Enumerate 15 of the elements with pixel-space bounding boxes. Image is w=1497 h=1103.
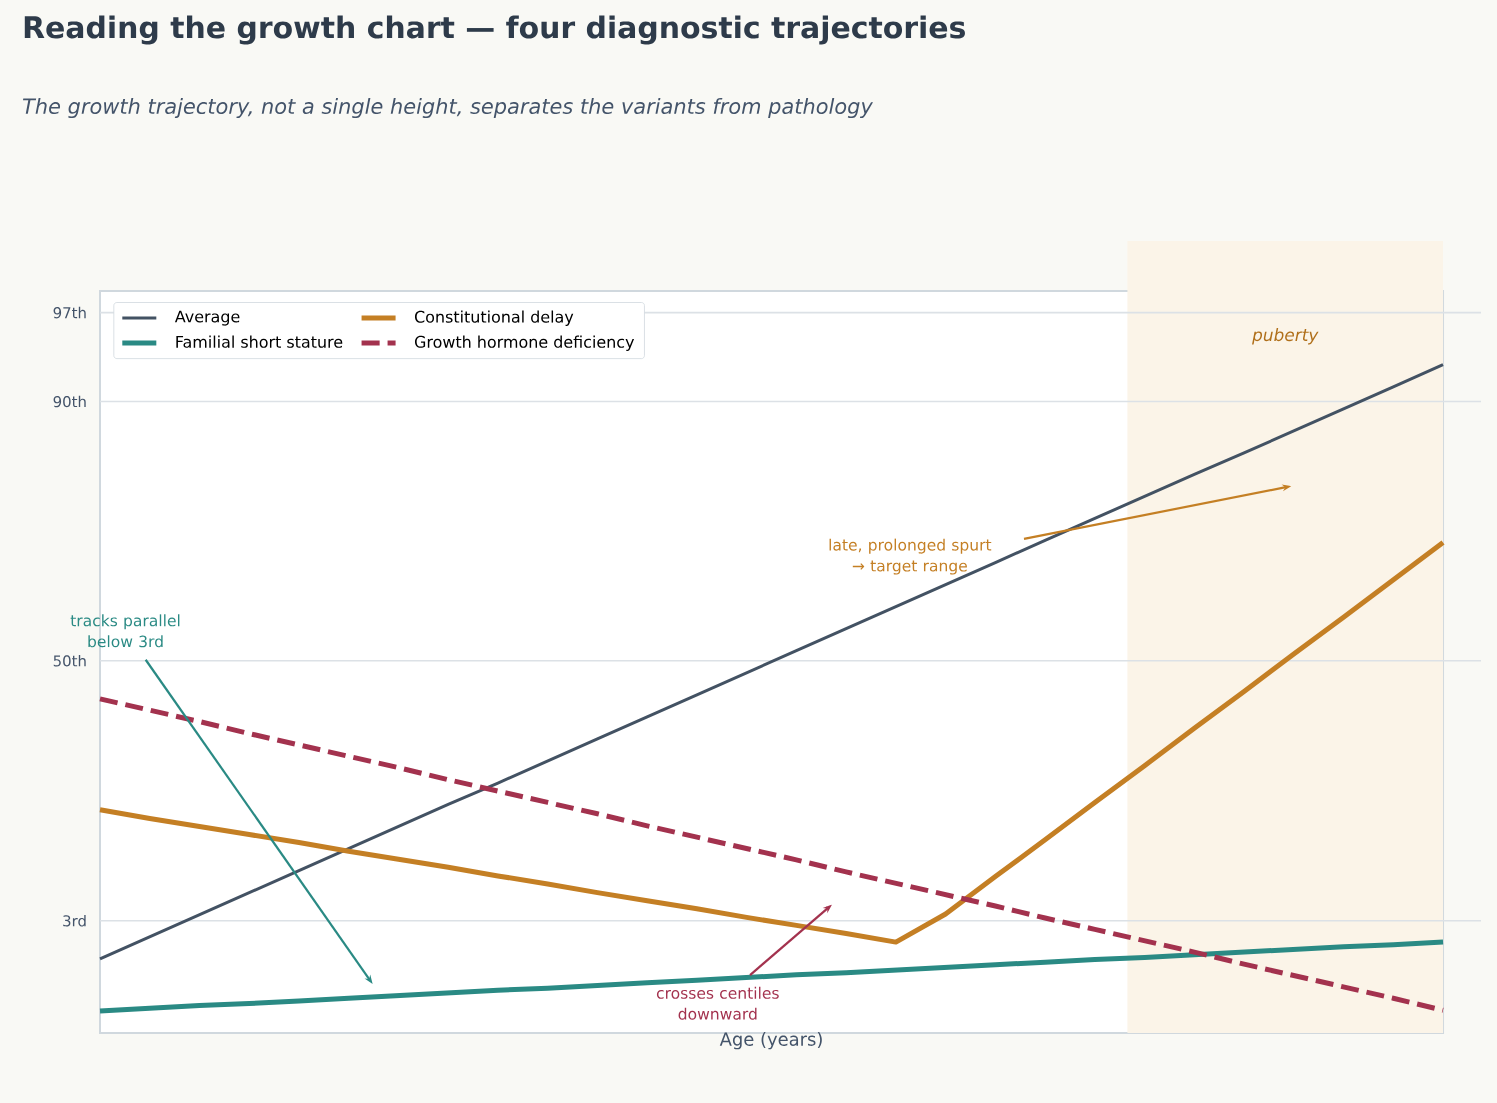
legend-label: Growth hormone deficiency	[414, 335, 635, 351]
annotation: crosses centiles downward	[656, 986, 779, 1020]
chart-title: Reading the growth chart — four diagnostic trajectories	[24, 15, 965, 45]
ref-line-label: 50th	[53, 654, 86, 667]
annotation: tracks parallel below 3rd	[70, 614, 180, 648]
legend-label: Constitutional delay	[414, 310, 574, 326]
annotation: late, prolonged spurt → target range	[829, 538, 992, 575]
x-axis-title: Age (years)	[719, 1032, 822, 1050]
legend-label: Average	[174, 310, 240, 326]
legend-label: Familial short stature	[176, 335, 343, 348]
ref-line-label: 90th	[53, 395, 86, 408]
ref-line-label: 3rd	[63, 914, 86, 927]
chart-subtitle: The growth trajectory, not a single height, separates the variants from pathology	[22, 97, 874, 119]
ref-line-label: 97th	[53, 306, 86, 319]
text: puberty	[1252, 328, 1319, 345]
